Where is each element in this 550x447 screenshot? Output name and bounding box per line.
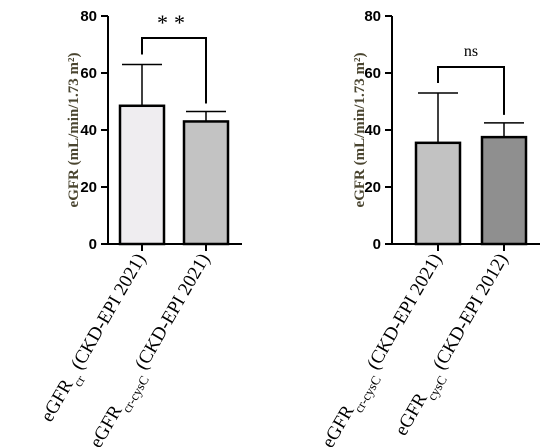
y-tick-label: 80 <box>80 8 97 25</box>
y-tick-label: 40 <box>364 122 381 139</box>
y-axis-label: eGFR (mL/min/1.73 m²) <box>66 53 82 208</box>
y-tick-label: 0 <box>373 236 381 253</box>
chart-panel-right: 0 20 40 60 80 eGFR (mL/min/1.73 m²) eGFRcr-cys… <box>318 8 540 447</box>
bar <box>182 120 230 246</box>
y-tick-label: 60 <box>364 65 381 82</box>
bar <box>480 135 528 246</box>
y-tick-label: 0 <box>89 236 97 253</box>
significance-bracket <box>141 37 207 104</box>
category-label: eGFRcr-cysC (CKD-EPI 2021) <box>86 250 219 447</box>
bar <box>118 104 166 246</box>
y-tick-label: 40 <box>80 122 97 139</box>
y-axis-label: eGFR (mL/min/1.73 m²) <box>352 53 368 208</box>
category-label: eGFRcr-cysC (CKD-EPI 2021) <box>318 250 451 447</box>
y-tick-label: 80 <box>364 8 381 25</box>
significance-bracket <box>437 66 505 115</box>
category-label: eGFRcysC (CKD-EPI 2012) <box>391 250 517 442</box>
y-tick-label: 20 <box>80 179 97 196</box>
significance-label: ns <box>464 43 478 60</box>
bar <box>414 141 462 246</box>
y-tick-label: 20 <box>364 179 381 196</box>
y-tick-label: 60 <box>80 65 97 82</box>
significance-label: ** <box>157 10 191 35</box>
